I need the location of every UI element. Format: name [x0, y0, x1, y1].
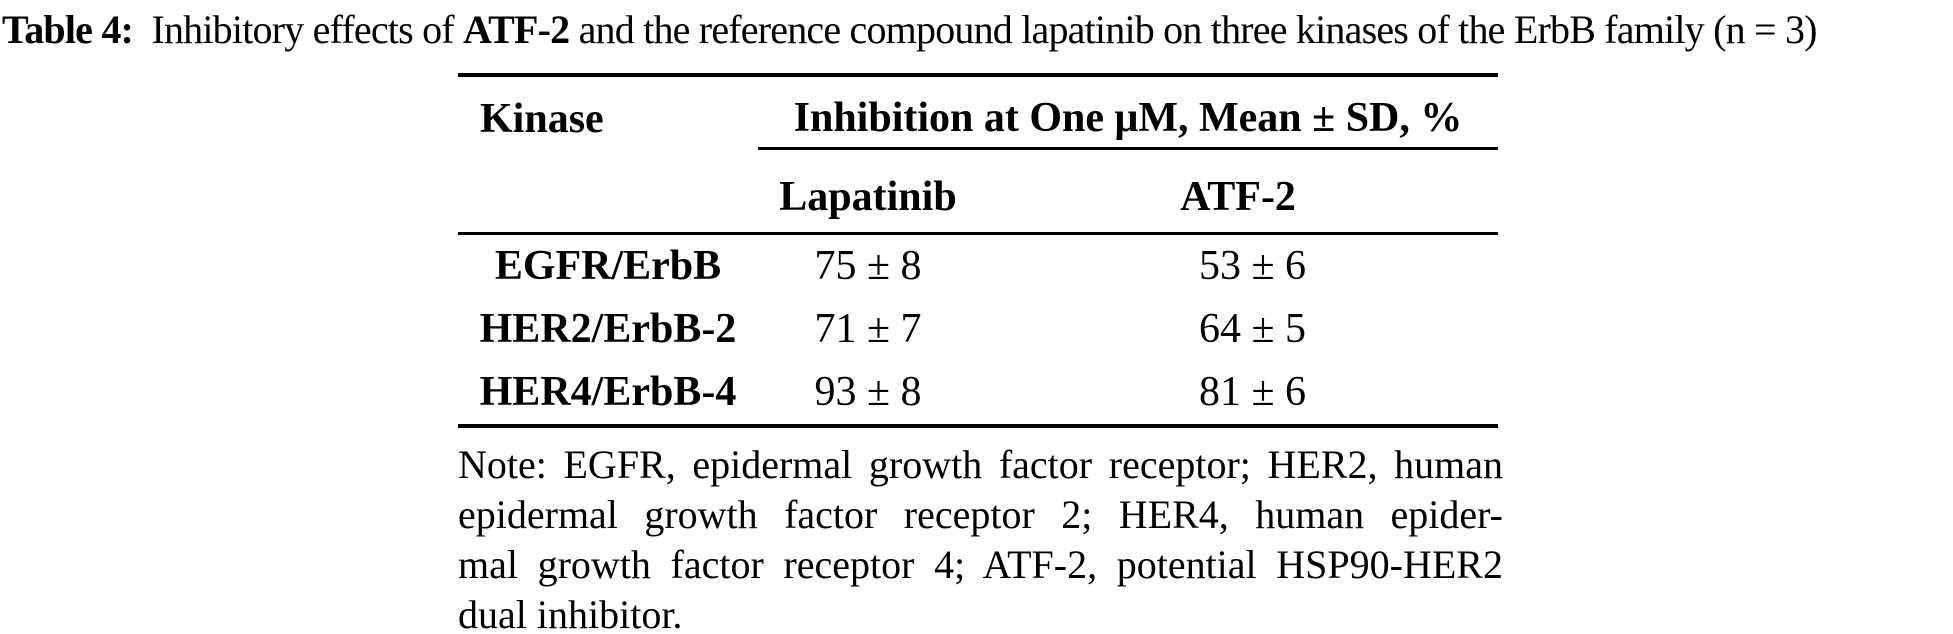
table-row: EGFR/ErbB 75 ± 8 53 ± 6: [458, 234, 1498, 299]
table-caption: Table 4: Inhibitory effects of ATF-2 and…: [0, 0, 1953, 58]
column-group-header-inhibition: Inhibition at One μM, Mean ± SD, %: [758, 75, 1499, 150]
value-her4-atf2: 81 ± 6: [1198, 369, 1307, 415]
column-header-kinase: Kinase: [480, 95, 604, 142]
table-note: Note: EGFR, epidermal growth factor rece…: [458, 440, 1503, 634]
caption-text-pre: Inhibitory effects of: [133, 7, 464, 52]
value-her2-lapatinib: 71 ± 7: [814, 306, 922, 352]
subheader-lapatinib: Lapatinib: [758, 148, 978, 235]
caption-compound-name: ATF-2: [463, 7, 570, 52]
value-her2-atf2: 64 ± 5: [1198, 306, 1307, 352]
row-label-egfr: EGFR/ErbB: [494, 243, 722, 289]
value-egfr-atf2: 53 ± 6: [1198, 243, 1307, 289]
caption-text-post: and the reference compound lapatinib on …: [569, 7, 1818, 52]
note-line: mal growth factor receptor 4; ATF-2, pot…: [458, 542, 1503, 587]
table-row: HER4/ErbB-4 93 ± 8 81 ± 6: [458, 361, 1498, 426]
subheader-row: Lapatinib ATF-2: [458, 148, 1499, 235]
row-label-her4: HER4/ErbB-4: [479, 369, 737, 415]
kinase-inhibition-table: Kinase Inhibition at One μM, Mean ± SD, …: [458, 73, 1499, 428]
value-egfr-lapatinib: 75 ± 8: [814, 243, 922, 289]
note-line: epidermal growth factor receptor 2; HER4…: [458, 492, 1503, 537]
note-line: dual inhibitor.: [458, 592, 683, 634]
table-row: HER2/ErbB-2 71 ± 7 64 ± 5: [458, 298, 1498, 361]
note-line: Note: EGFR, epidermal growth factor rece…: [458, 442, 1503, 487]
header-row: Kinase Inhibition at One μM, Mean ± SD, …: [458, 75, 1499, 150]
value-her4-lapatinib: 93 ± 8: [814, 369, 922, 415]
caption-table-number: Table 4:: [2, 7, 134, 52]
subheader-empty-cell: [458, 148, 758, 235]
row-label-her2: HER2/ErbB-2: [479, 306, 737, 352]
subheader-atf2: ATF-2: [978, 148, 1499, 235]
